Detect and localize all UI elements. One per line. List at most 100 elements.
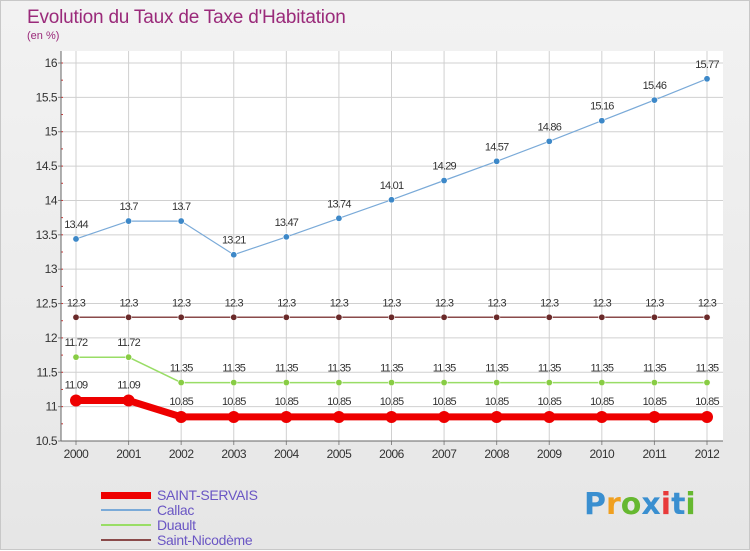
data-label: 10.85 <box>695 396 719 408</box>
data-point <box>125 313 133 321</box>
data-label: 13.44 <box>64 219 88 231</box>
data-point <box>490 410 503 423</box>
data-point <box>335 379 343 387</box>
data-point <box>650 313 658 321</box>
data-label: 15.16 <box>590 101 614 113</box>
data-label: 12.3 <box>67 297 86 309</box>
logo-letter: t <box>671 487 686 522</box>
data-label: 13.7 <box>119 201 138 213</box>
data-label: 11.09 <box>65 379 88 391</box>
legend-swatch <box>101 491 151 499</box>
data-point <box>595 410 608 423</box>
logo-letter: x <box>641 487 661 522</box>
data-point <box>230 379 238 387</box>
data-point <box>122 394 135 407</box>
data-point <box>282 379 290 387</box>
legend-swatch <box>101 509 151 511</box>
data-point <box>387 379 395 387</box>
data-point <box>282 233 290 241</box>
data-label: 11.72 <box>117 337 140 349</box>
data-label: 12.3 <box>277 297 296 309</box>
data-label: 13.47 <box>275 217 299 229</box>
x-tick-label: 2000 <box>64 447 90 461</box>
logo-letter: r <box>606 487 621 522</box>
data-point <box>440 379 448 387</box>
data-point <box>230 313 238 321</box>
data-label: 11.35 <box>328 363 351 375</box>
data-point <box>280 410 293 423</box>
legend-label: Callac <box>157 502 195 518</box>
data-label: 10.85 <box>380 396 404 408</box>
legend-swatch <box>101 539 151 541</box>
data-label: 12.3 <box>540 297 559 309</box>
data-label: 11.09 <box>117 379 140 391</box>
y-tick-label: 11.5 <box>37 365 58 379</box>
data-label: 14.01 <box>380 180 404 192</box>
data-label: 10.85 <box>275 396 299 408</box>
data-point <box>543 410 556 423</box>
y-tick-label: 15 <box>45 125 58 139</box>
data-label: 11.35 <box>590 363 613 375</box>
data-point <box>177 379 185 387</box>
data-label: 12.3 <box>225 297 244 309</box>
data-label: 10.85 <box>485 396 509 408</box>
x-tick-label: 2005 <box>327 447 353 461</box>
data-point <box>493 313 501 321</box>
logo-letter: P <box>584 487 606 522</box>
y-tick-label: 10.5 <box>36 434 58 448</box>
data-point <box>72 353 80 361</box>
data-label: 11.35 <box>485 363 508 375</box>
y-tick-label: 12 <box>45 331 58 345</box>
data-label: 10.85 <box>222 396 246 408</box>
data-label: 12.3 <box>119 297 138 309</box>
data-point <box>335 313 343 321</box>
data-point <box>72 235 80 243</box>
y-tick-label: 14.5 <box>36 159 58 173</box>
data-point <box>72 313 80 321</box>
data-point <box>648 410 661 423</box>
logo-letter: i <box>660 487 672 522</box>
legend-swatch <box>101 524 151 526</box>
chart-subtitle: (en %) <box>27 30 60 42</box>
data-point <box>125 353 133 361</box>
y-tick-label: 14 <box>45 193 58 207</box>
data-label: 11.35 <box>170 363 193 375</box>
data-point <box>493 379 501 387</box>
data-point <box>545 379 553 387</box>
data-label: 11.35 <box>380 363 403 375</box>
y-tick-label: 16 <box>45 56 58 70</box>
data-point <box>438 410 451 423</box>
legend-label: Duault <box>157 517 196 533</box>
x-tick-label: 2009 <box>537 447 563 461</box>
data-label: 12.3 <box>698 297 717 309</box>
data-point <box>387 196 395 204</box>
y-tick-label: 13.5 <box>36 228 58 242</box>
data-label: 12.3 <box>645 297 664 309</box>
data-label: 11.35 <box>538 363 561 375</box>
data-point <box>175 410 188 423</box>
legend-label: SAINT-SERVAIS <box>157 487 258 503</box>
data-label: 10.85 <box>537 396 561 408</box>
data-label: 12.3 <box>593 297 612 309</box>
data-label: 10.85 <box>643 396 667 408</box>
data-point <box>282 313 290 321</box>
data-point <box>440 177 448 185</box>
logo-letter: i <box>685 487 696 522</box>
data-point <box>703 313 711 321</box>
x-tick-label: 2008 <box>484 447 510 461</box>
data-label: 13.74 <box>327 198 351 210</box>
chart-title: Evolution du Taux de Taxe d'Habitation <box>27 7 346 28</box>
data-point <box>493 157 501 165</box>
data-label: 11.35 <box>696 363 719 375</box>
data-label: 14.57 <box>485 141 509 153</box>
data-label: 10.85 <box>432 396 456 408</box>
data-point <box>598 313 606 321</box>
data-point <box>545 137 553 145</box>
y-tick-label: 13 <box>45 262 58 276</box>
data-label: 15.77 <box>695 59 719 71</box>
data-point <box>545 313 553 321</box>
data-label: 11.35 <box>433 363 456 375</box>
x-tick-label: 2002 <box>169 447 195 461</box>
